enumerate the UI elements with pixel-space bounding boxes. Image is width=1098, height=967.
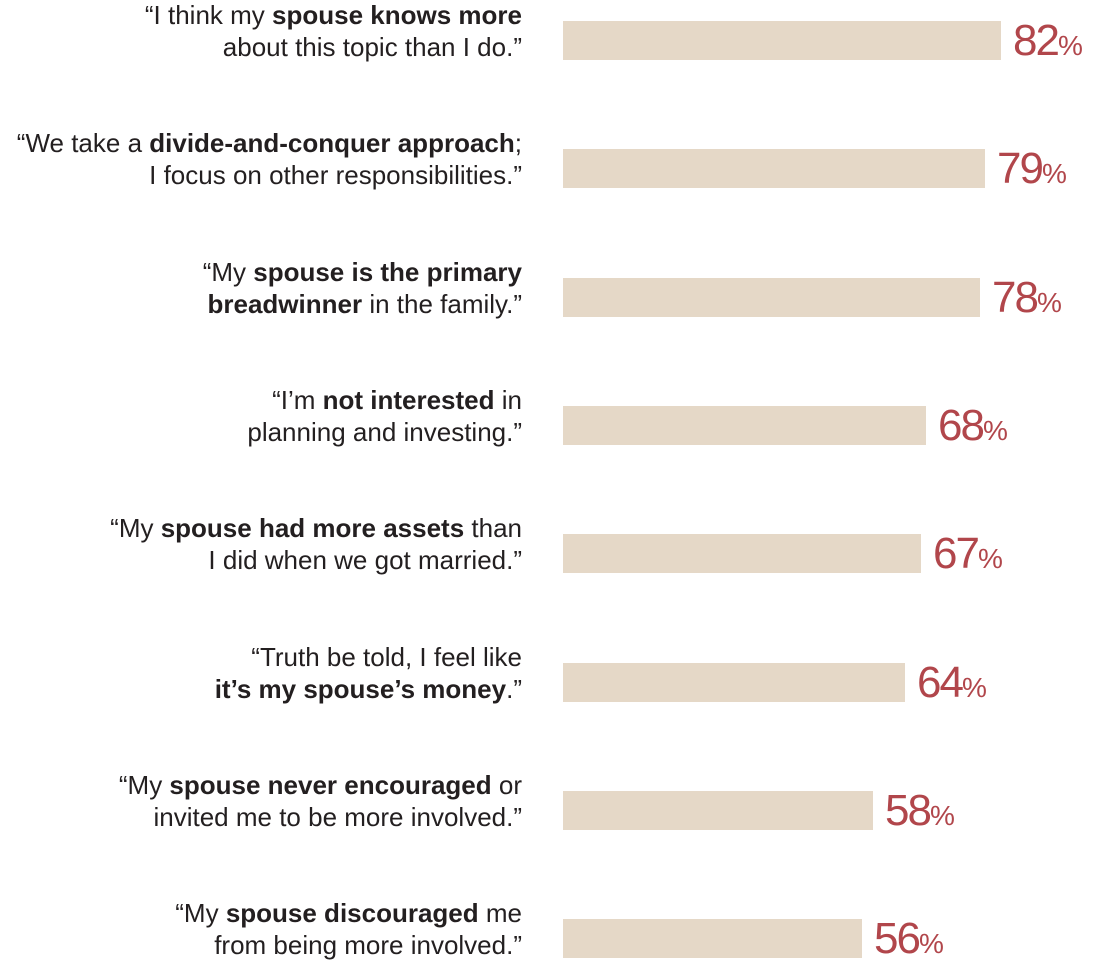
data-label: 56% (874, 917, 944, 966)
category-label-line: about this topic than I do.” (0, 31, 522, 63)
bar (563, 919, 862, 958)
data-label-unit: % (929, 800, 955, 831)
data-label-unit: % (1057, 30, 1083, 61)
label-text: “Truth be told, I feel like (251, 642, 522, 672)
label-emphasis: spouse never encouraged (169, 770, 492, 800)
label-text: about this topic than I do.” (222, 32, 522, 62)
data-label-unit: % (982, 415, 1008, 446)
label-text: “My (175, 898, 226, 928)
data-label: 58% (885, 789, 955, 838)
data-label: 64% (917, 661, 987, 710)
category-label-line: from being more involved.” (0, 929, 522, 961)
label-text: in (494, 385, 522, 415)
label-text: or (491, 770, 522, 800)
data-label-value: 67 (933, 529, 980, 578)
data-label-value: 56 (874, 914, 921, 963)
label-text: .” (506, 674, 522, 704)
data-label: 79% (997, 147, 1067, 196)
data-label: 78% (992, 276, 1062, 325)
label-emphasis: divide-and-conquer approach (149, 128, 515, 158)
category-label-line: invited me to be more involved.” (0, 801, 522, 833)
label-text: planning and investing.” (247, 417, 522, 447)
data-label-value: 58 (885, 786, 932, 835)
label-emphasis: spouse discouraged (225, 898, 479, 928)
label-text: “We take a (16, 128, 150, 158)
label-emphasis: breadwinner (207, 289, 363, 319)
category-label: “We take a divide-and-conquer approach; I… (0, 127, 522, 191)
label-text: I did when we got married.” (208, 545, 522, 575)
label-text: than (464, 513, 522, 543)
category-label: “My spouse never encouraged or invited me… (0, 769, 522, 833)
data-label-value: 78 (992, 273, 1039, 322)
bar (563, 534, 921, 573)
category-label-line: “I think my spouse knows more (0, 0, 522, 31)
bar (563, 663, 905, 702)
label-text: “I think my (144, 0, 273, 30)
label-text: in the family.” (362, 289, 522, 319)
label-text: “My (110, 513, 161, 543)
bar (563, 278, 980, 317)
data-label-unit: % (918, 928, 944, 959)
label-text: invited me to be more involved.” (153, 802, 522, 832)
label-text: I focus on other responsibilities.” (149, 160, 522, 190)
bar (563, 791, 873, 830)
data-label-unit: % (1036, 287, 1062, 318)
category-label-line: it’s my spouse’s money.” (0, 673, 522, 705)
category-label: “My spouse had more assets than I did whe… (0, 512, 522, 576)
category-label-line: “Truth be told, I feel like (0, 641, 522, 673)
data-label-unit: % (961, 672, 987, 703)
label-text: “My (118, 770, 170, 800)
category-label-line: breadwinner in the family.” (0, 288, 523, 320)
category-label-line: I focus on other responsibilities.” (0, 159, 522, 191)
data-label-value: 68 (938, 401, 985, 450)
category-label-line: planning and investing.” (0, 416, 522, 448)
label-text: “I’m (272, 385, 323, 415)
category-label-line: “My spouse discouraged me (0, 897, 522, 929)
category-label-line: I did when we got married.” (0, 544, 522, 576)
category-label-line: “My spouse is the primary (0, 256, 522, 288)
bar (563, 149, 985, 188)
category-label-line: “My spouse had more assets than (0, 512, 522, 544)
category-label: “My spouse discouraged me from being more… (0, 897, 522, 961)
category-label: “I’m not interested in planning and inves… (0, 384, 522, 448)
data-label: 67% (933, 532, 1003, 581)
label-emphasis: spouse had more assets (160, 513, 465, 543)
category-label-line: “I’m not interested in (0, 384, 522, 416)
data-label-value: 79 (997, 144, 1044, 193)
data-label-unit: % (1041, 158, 1067, 189)
data-label-value: 64 (917, 658, 964, 707)
category-label-line: “My spouse never encouraged or (0, 769, 522, 801)
category-label: “I think my spouse knows more about this … (0, 0, 522, 63)
label-emphasis: not interested (322, 385, 495, 415)
data-label: 82% (1013, 19, 1083, 68)
label-emphasis: it’s my spouse’s money (214, 674, 507, 704)
label-text: me (478, 898, 522, 928)
label-text: ; (514, 128, 522, 158)
label-text: “My (202, 257, 254, 287)
data-label-value: 82 (1013, 16, 1060, 65)
label-emphasis: spouse is the primary (253, 257, 522, 287)
data-label-unit: % (977, 543, 1003, 574)
bar (563, 406, 926, 445)
label-text: from being more involved.” (214, 930, 522, 960)
category-label: “Truth be told, I feel like it’s my spous… (0, 641, 522, 705)
category-label-line: “We take a divide-and-conquer approach; (0, 127, 522, 159)
label-emphasis: spouse knows more (272, 0, 522, 30)
bar (563, 21, 1001, 60)
data-label: 68% (938, 404, 1008, 453)
category-label: “My spouse is the primary breadwinner in … (0, 256, 522, 320)
